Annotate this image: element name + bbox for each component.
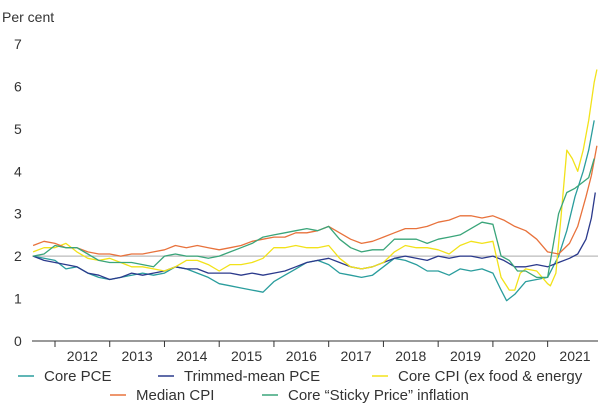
y-tick-label: 2 bbox=[14, 248, 22, 264]
x-tick-label: 2014 bbox=[176, 348, 207, 364]
x-tick-label: 2021 bbox=[559, 348, 590, 364]
legend-label: Core “Sticky Price” inflation bbox=[288, 387, 469, 404]
y-tick-label: 1 bbox=[14, 291, 22, 307]
legend: Core PCE Trimmed-mean PCE Core CPI (ex foo… bbox=[18, 368, 583, 404]
x-tick-label: 2012 bbox=[67, 348, 98, 364]
legend-label: Median CPI bbox=[136, 387, 214, 404]
legend-label: Core PCE bbox=[44, 368, 112, 385]
series-line-2 bbox=[32, 192, 596, 281]
x-tick-label: 2018 bbox=[395, 348, 426, 364]
legend-label: Core CPI (ex food & energy bbox=[398, 368, 583, 385]
y-axis-label: Per cent bbox=[2, 9, 54, 25]
y-tick-label: 4 bbox=[14, 163, 22, 179]
x-tick-label: 2015 bbox=[231, 348, 262, 364]
y-tick-label: 0 bbox=[14, 333, 22, 349]
y-tick-label: 7 bbox=[14, 36, 22, 52]
series-line-4 bbox=[32, 145, 598, 257]
y-tick-label: 6 bbox=[14, 78, 22, 94]
y-axis-ticks: 0 1 2 3 4 5 6 7 bbox=[14, 36, 22, 349]
x-tick-label: 2019 bbox=[450, 348, 481, 364]
x-tick-label: 2013 bbox=[122, 348, 153, 364]
x-tick-label: 2017 bbox=[340, 348, 371, 364]
series-line-3 bbox=[32, 69, 598, 291]
legend-label: Trimmed-mean PCE bbox=[184, 368, 320, 385]
x-tick-label: 2020 bbox=[505, 348, 536, 364]
series-lines bbox=[32, 69, 598, 302]
y-tick-label: 5 bbox=[14, 121, 22, 137]
x-axis-ticks: 2012 2013 2014 2015 2016 2017 2018 2019 2020 2021 bbox=[54, 341, 591, 364]
series-line-1 bbox=[32, 120, 595, 302]
series-line-5 bbox=[32, 158, 595, 279]
y-tick-label: 3 bbox=[14, 206, 22, 222]
x-tick-label: 2016 bbox=[286, 348, 317, 364]
